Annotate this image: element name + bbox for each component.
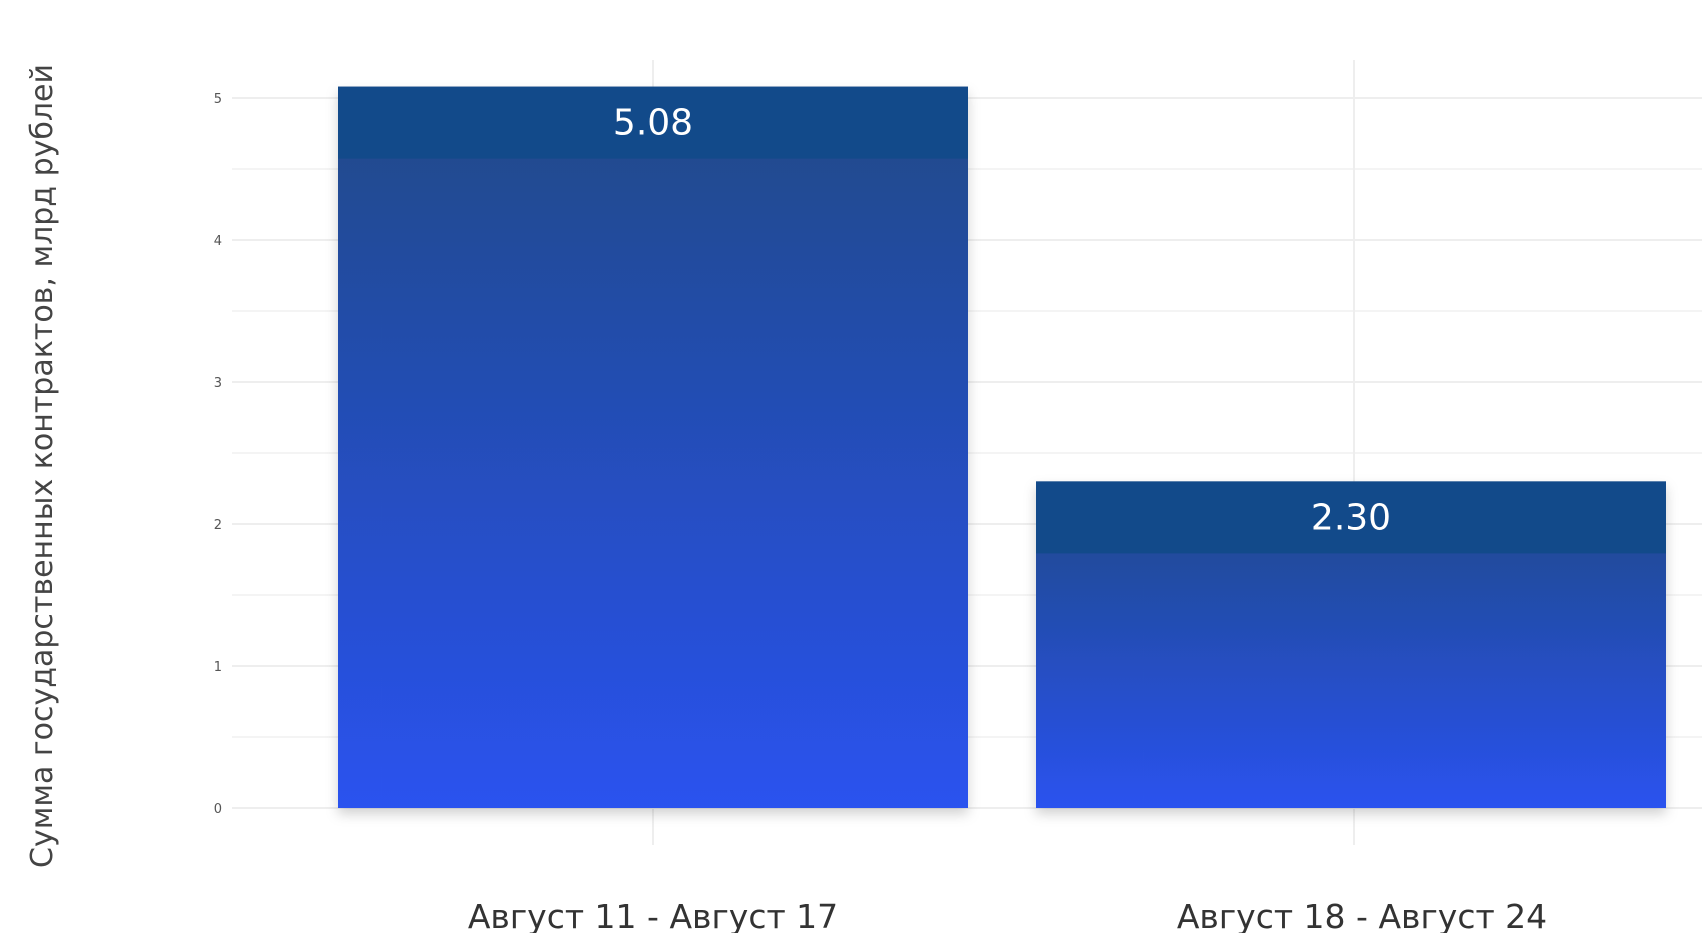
y-axis-label: Сумма государственных контрактов, млрд р… [25, 64, 60, 868]
bar-value-label: 2.30 [1311, 497, 1391, 538]
y-tick-label: 2 [214, 518, 222, 533]
bar-group: 5.08 [338, 86, 968, 808]
bar-value-label: 5.08 [613, 103, 693, 144]
y-tick-label: 0 [214, 802, 222, 817]
x-category-label: Август 11 - Август 17 [468, 897, 838, 933]
bar [338, 86, 968, 808]
y-tick-label: 3 [214, 376, 222, 391]
y-axis-ticks: 0 1 2 3 4 5 [214, 92, 222, 817]
bar-cap [1036, 481, 1666, 554]
y-tick-label: 5 [214, 92, 222, 107]
bars: 5.08 2.30 [338, 86, 1666, 808]
x-category-label: Август 18 - Август 24 [1177, 897, 1547, 933]
y-tick-label: 1 [214, 660, 222, 675]
y-tick-label: 4 [214, 234, 222, 249]
category-labels: Август 11 - Август 17 Август 18 - Август … [468, 897, 1547, 936]
bar-group: 2.30 [1036, 481, 1666, 808]
bar-cap [338, 86, 968, 159]
